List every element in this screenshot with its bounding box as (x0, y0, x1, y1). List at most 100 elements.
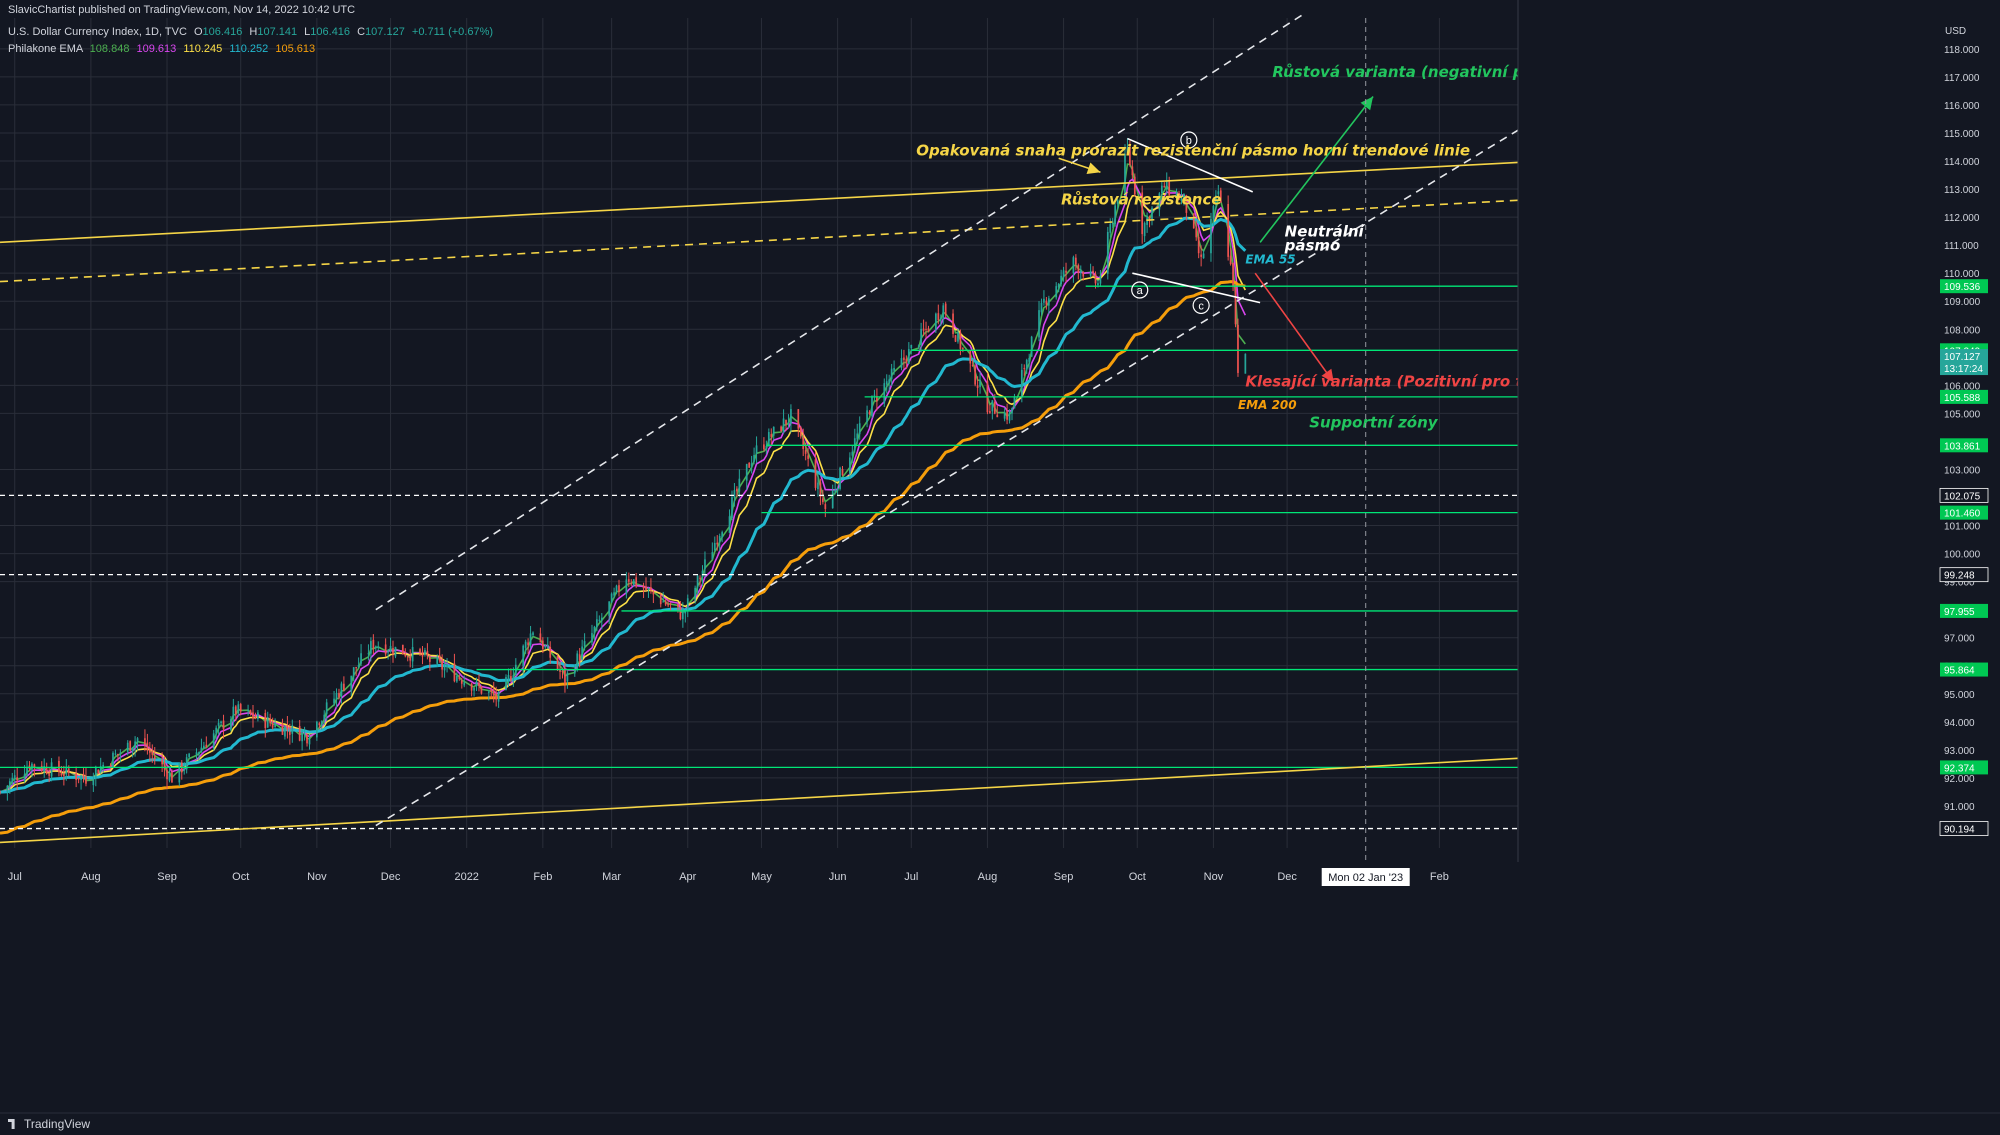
candle-body (343, 683, 345, 691)
horizontal-levels (0, 285, 1518, 830)
crosshair-time-label: Mon 02 Jan '23 (1328, 872, 1403, 884)
candle-body (922, 328, 925, 331)
candle-body (1148, 216, 1151, 222)
candle-body (298, 726, 301, 741)
candle-body (954, 335, 957, 342)
indicator-name[interactable]: Philakone EMA (8, 43, 83, 55)
candle-body (453, 663, 456, 682)
candle-body (566, 672, 569, 682)
candle-body (284, 726, 286, 737)
candle-body (630, 582, 633, 584)
candle-body (925, 328, 927, 330)
candle-body (748, 462, 751, 468)
candle-body (205, 744, 208, 748)
candle-body (1143, 222, 1146, 237)
candle-body (377, 646, 380, 649)
candle-body (804, 450, 807, 454)
candle-body (1237, 324, 1239, 373)
candle-body (1062, 270, 1065, 278)
time-axis-background (0, 862, 2000, 886)
candle-body (153, 756, 156, 760)
candle-body (1163, 185, 1166, 188)
candle-body (755, 445, 758, 454)
candle-body (58, 760, 60, 773)
price-tag-label: 90.194 (1944, 825, 1975, 836)
price-tag-label: 101.460 (1944, 509, 1981, 520)
candle-body (50, 762, 53, 777)
candle-body (1217, 191, 1220, 195)
candle-body (1028, 357, 1031, 362)
candle-body (907, 349, 910, 364)
candle-body (959, 332, 962, 349)
candle-body (266, 717, 269, 728)
candle-body (512, 675, 515, 680)
candle-body (114, 753, 117, 755)
symbol-legend[interactable]: U.S. Dollar Currency Index, 1D, TVC O106… (8, 26, 493, 38)
candle-body (799, 427, 802, 437)
candle-body (893, 368, 895, 371)
candle-body (910, 344, 913, 349)
candle-body (974, 366, 977, 385)
annotation-4: Neutrální (1285, 223, 1367, 241)
ema-value-5: 105.613 (275, 43, 316, 55)
candle-body (85, 776, 87, 784)
candle-body (900, 358, 903, 368)
arrows (1058, 96, 1374, 383)
candle-body (731, 497, 733, 519)
candle-body (578, 654, 581, 661)
candle-body (222, 720, 225, 730)
candle-body (561, 671, 564, 673)
candle-body (269, 718, 272, 724)
candle-body (797, 409, 800, 429)
price-tick: 112.000 (1944, 213, 1980, 224)
candle-body (871, 396, 873, 416)
time-tick: Apr (679, 871, 696, 883)
candle-body (94, 767, 97, 779)
candle-body (443, 667, 446, 671)
time-tick: Feb (533, 871, 552, 883)
time-tick: Jul (8, 871, 22, 883)
wave-label-circle (1131, 281, 1149, 299)
close-value: 107.127 (365, 26, 405, 38)
candle-body (1111, 223, 1114, 225)
candle-body (239, 704, 242, 712)
symbol-title[interactable]: U.S. Dollar Currency Index, 1D, TVC (8, 26, 187, 38)
candle-body (1060, 275, 1062, 285)
candle-body (257, 712, 259, 719)
candle-body (583, 641, 586, 647)
candle-body (524, 641, 527, 648)
candle-body (1146, 217, 1148, 225)
candles (0, 138, 1247, 801)
candle-body (780, 426, 782, 432)
candle-body (31, 763, 33, 770)
candle-body (745, 464, 748, 481)
candle-body (713, 542, 716, 551)
ema-line-3 (0, 194, 1247, 793)
candle-body (291, 725, 294, 734)
candle-body (230, 719, 232, 730)
candle-body (782, 418, 785, 433)
candle-body (738, 478, 741, 492)
candle-body (411, 647, 414, 662)
tradingview-brand[interactable]: TradingView (8, 1117, 90, 1131)
candle-body (338, 692, 340, 698)
candle-body (635, 577, 638, 587)
candle-body (112, 752, 114, 768)
candle-body (134, 741, 136, 748)
candle-body (281, 723, 284, 735)
indicator-legend[interactable]: Philakone EMA 108.848 109.613 110.245 11… (8, 43, 315, 55)
candle-body (82, 773, 85, 778)
annotation-6: EMA 55 (1245, 252, 1295, 266)
candle-body (549, 646, 552, 658)
time-tick: May (751, 871, 772, 883)
candle-body (1129, 146, 1131, 165)
time-tick: Oct (1129, 871, 1146, 883)
candle-body (802, 437, 805, 450)
price-tag-bg (1940, 349, 1988, 376)
candle-body (33, 764, 36, 768)
candle-body (8, 781, 11, 787)
candle-body (446, 664, 448, 667)
candle-body (841, 469, 844, 476)
crosshair-time-label-bg (1321, 868, 1410, 886)
